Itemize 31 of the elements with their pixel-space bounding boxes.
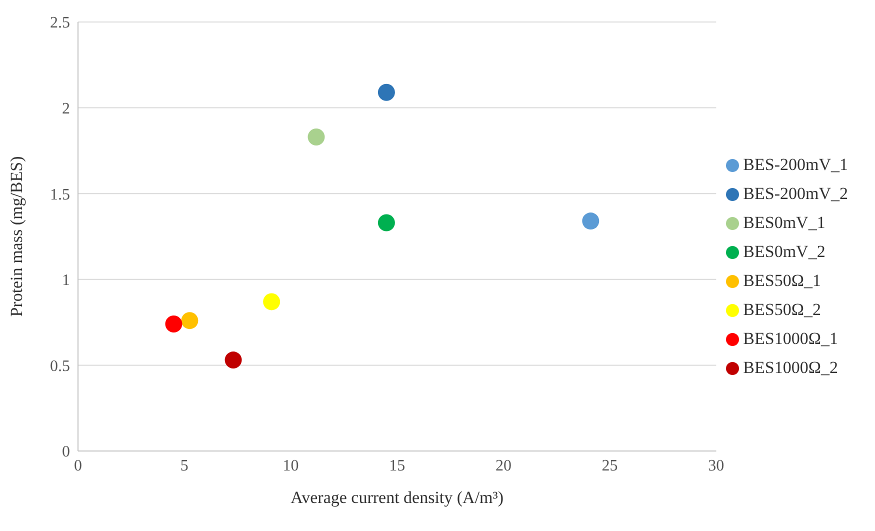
point bbox=[263, 293, 280, 310]
x-tick-label: 5 bbox=[180, 457, 188, 474]
legend-label: BES50Ω_2 bbox=[743, 300, 821, 318]
legend-label: BES1000Ω_2 bbox=[743, 358, 838, 376]
y-tick-label: 0 bbox=[62, 444, 70, 461]
point bbox=[378, 84, 395, 101]
point bbox=[181, 312, 198, 330]
point bbox=[582, 212, 600, 230]
x-tick-label: 25 bbox=[602, 457, 618, 474]
y-tick-label: 2 bbox=[62, 100, 70, 118]
point bbox=[165, 316, 182, 333]
y-tick-label: 1.5 bbox=[50, 186, 70, 204]
x-tick-label: 15 bbox=[389, 457, 406, 474]
point bbox=[224, 352, 242, 369]
y-axis-title: Protein mass (mg/BES) bbox=[7, 156, 26, 317]
y-tick-label: 1 bbox=[62, 272, 70, 290]
legend-label: BES0mV_1 bbox=[743, 212, 826, 232]
x-tick-label: 0 bbox=[74, 457, 82, 474]
legend-label: BES1000Ω_1 bbox=[743, 328, 838, 348]
legend-label: BES0mV_2 bbox=[743, 242, 826, 260]
point bbox=[308, 128, 325, 146]
y-tick-label: 2.5 bbox=[50, 14, 70, 32]
y-tick-label: 0.5 bbox=[50, 358, 70, 375]
x-tick-label: 30 bbox=[708, 457, 724, 474]
legend-label: BES50Ω_1 bbox=[743, 270, 821, 290]
legend-label: BES-200mV_1 bbox=[743, 154, 848, 174]
legend-label: BES-200mV_2 bbox=[743, 184, 848, 202]
x-axis-title: Average current density (A/m³) bbox=[290, 488, 504, 507]
x-tick-label: 20 bbox=[495, 457, 512, 474]
point bbox=[378, 214, 395, 232]
x-tick-label: 10 bbox=[282, 457, 299, 474]
